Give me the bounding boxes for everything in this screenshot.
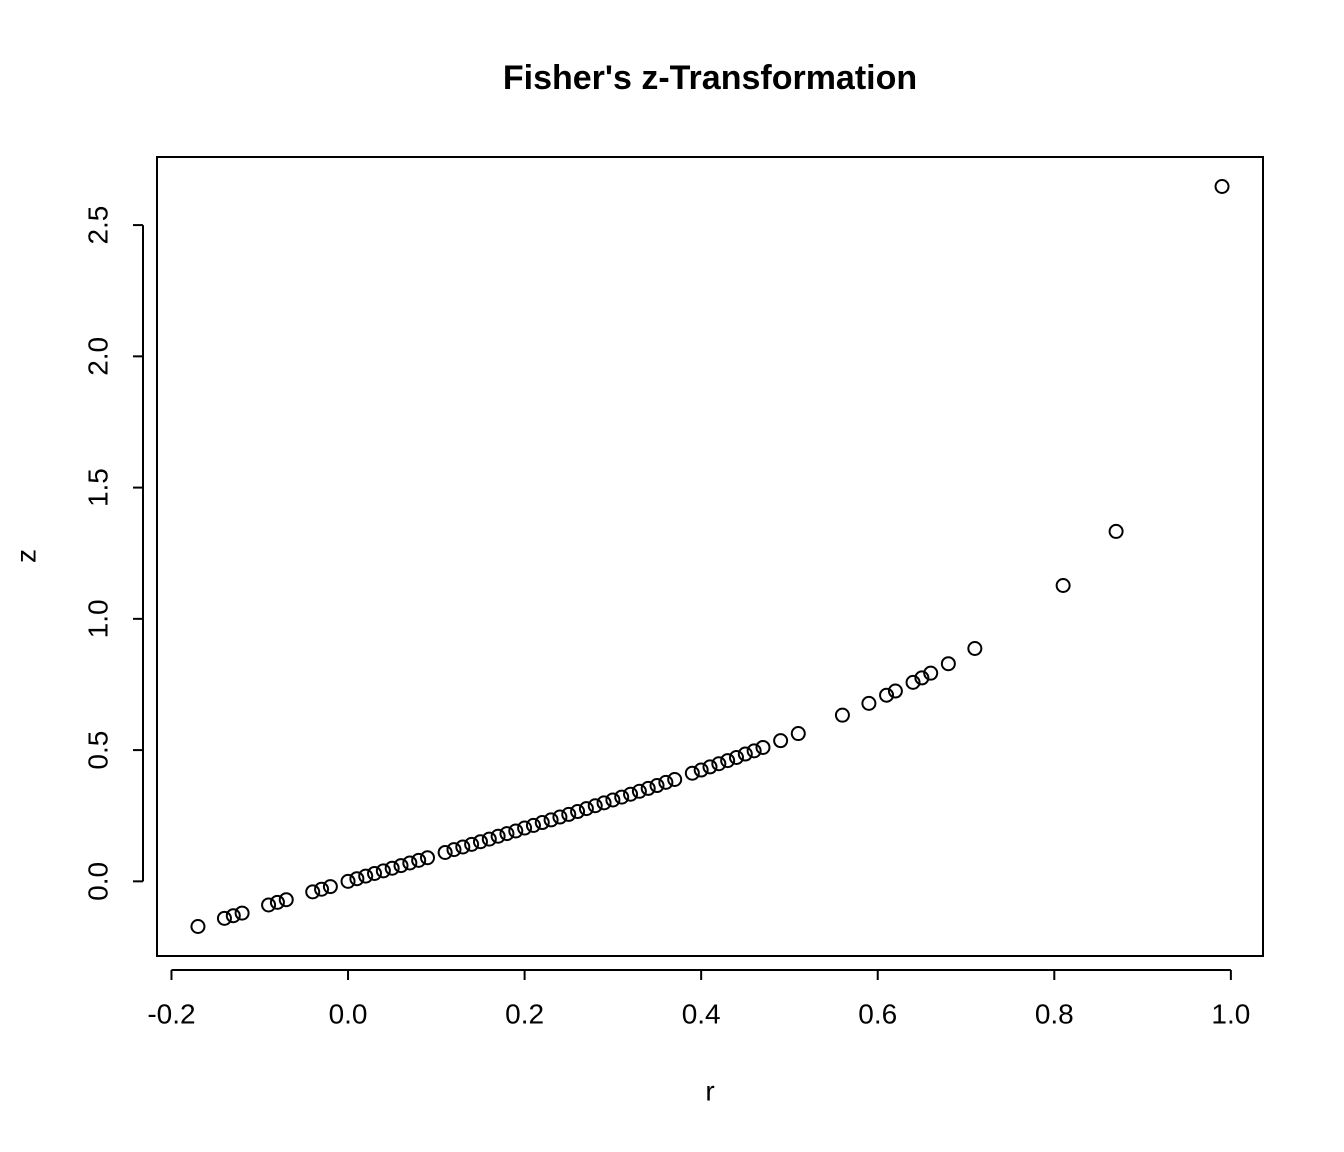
point [190,918,206,934]
point [314,881,330,897]
point [402,855,418,871]
point [234,905,250,921]
chart-title: Fisher's z-Transformation [503,59,917,97]
point [711,756,727,772]
point [419,850,435,866]
point [587,798,603,814]
point [570,804,586,820]
point [861,695,877,711]
x-tick-label: 0.2 [505,998,544,1029]
point [261,897,277,913]
point [1108,523,1124,539]
point [755,739,771,755]
point [269,894,285,910]
point [358,868,374,884]
point [525,817,541,833]
point [437,844,453,860]
x-axis-label: r [705,1075,714,1106]
point [596,795,612,811]
x-tick-label: 0.0 [329,998,368,1029]
point [720,753,736,769]
point [967,641,983,657]
point [746,743,762,759]
point [375,863,391,879]
plot-frame [156,156,1264,957]
point [464,836,480,852]
point [1055,578,1071,594]
point [561,806,577,822]
point [534,815,550,831]
point [640,780,656,796]
point [225,908,241,924]
point [887,683,903,699]
point [322,879,338,895]
point [446,842,462,858]
point [923,665,939,681]
point [702,759,718,775]
point [940,656,956,672]
y-tick-label: 2.0 [82,337,113,376]
point [605,792,621,808]
point [905,674,921,690]
point [1214,179,1230,195]
y-tick-label: 2.5 [82,206,113,245]
point [658,774,674,790]
point [411,852,427,868]
point [737,746,753,762]
point [490,828,506,844]
point [773,733,789,749]
point [305,884,321,900]
point [623,786,639,802]
x-tick-label: 0.4 [682,998,721,1029]
point [834,707,850,723]
point [631,783,647,799]
point [578,801,594,817]
point [508,823,524,839]
point [340,873,356,889]
x-tick-label: -0.2 [147,998,195,1029]
point [393,858,409,874]
y-axis-label: z [10,549,41,563]
point [349,871,365,887]
point [552,809,568,825]
y-tick-label: 1.0 [82,599,113,638]
y-tick-label: 1.5 [82,468,113,507]
y-tick-label: 0.5 [82,731,113,770]
point [649,778,665,794]
x-tick-label: 0.6 [858,998,897,1029]
point [667,771,683,787]
point [367,865,383,881]
point [790,726,806,742]
x-tick-label: 1.0 [1211,998,1250,1029]
point [543,812,559,828]
point [278,892,294,908]
point [879,687,895,703]
point [481,831,497,847]
point [684,765,700,781]
point [384,860,400,876]
point [517,820,533,836]
point [614,789,630,805]
point [455,839,471,855]
y-tick-label: 0.0 [82,862,113,901]
point [499,826,515,842]
point [728,749,744,765]
x-tick-label: 0.8 [1035,998,1074,1029]
point [914,670,930,686]
point [472,834,488,850]
point [216,910,232,926]
point [693,762,709,778]
